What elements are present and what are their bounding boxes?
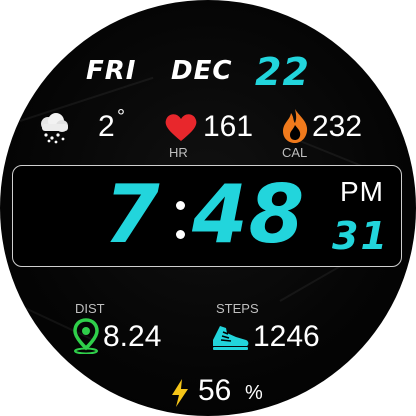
month-text: DEC — [171, 56, 233, 86]
shoe-icon[interactable] — [210, 322, 250, 352]
temperature-value[interactable]: 2 — [98, 110, 115, 143]
distance-label: DIST — [75, 301, 105, 316]
seconds-text: 31 — [332, 214, 389, 258]
calories-label: CAL — [282, 145, 308, 160]
snow-cloud-icon[interactable] — [35, 110, 71, 144]
steps-label: STEPS — [216, 301, 259, 316]
colon-top-dot — [176, 201, 185, 210]
calories-value[interactable]: 232 — [312, 110, 363, 143]
weekday-text: FRI — [86, 56, 137, 86]
distance-value[interactable]: 8.24 — [103, 320, 162, 353]
colon-bottom-dot — [176, 230, 185, 239]
ampm-text: PM — [340, 176, 384, 207]
location-pin-icon[interactable] — [72, 318, 100, 355]
heart-icon[interactable] — [164, 112, 198, 142]
battery-value[interactable]: 56 — [198, 374, 232, 407]
time-frame — [12, 165, 402, 267]
flame-icon[interactable] — [280, 108, 310, 144]
steps-value[interactable]: 1246 — [253, 320, 320, 353]
lightning-icon[interactable] — [170, 378, 190, 408]
day-number-text: 22 — [255, 50, 310, 94]
battery-unit: % — [245, 382, 263, 404]
heart-rate-value[interactable]: 161 — [203, 110, 254, 143]
hour-text: 7 — [104, 168, 160, 261]
date-row: FRI DEC 22 — [0, 50, 416, 94]
minutes-text: 48 — [192, 168, 306, 261]
temperature-unit: ° — [117, 106, 125, 128]
heart-rate-label: HR — [169, 145, 188, 160]
